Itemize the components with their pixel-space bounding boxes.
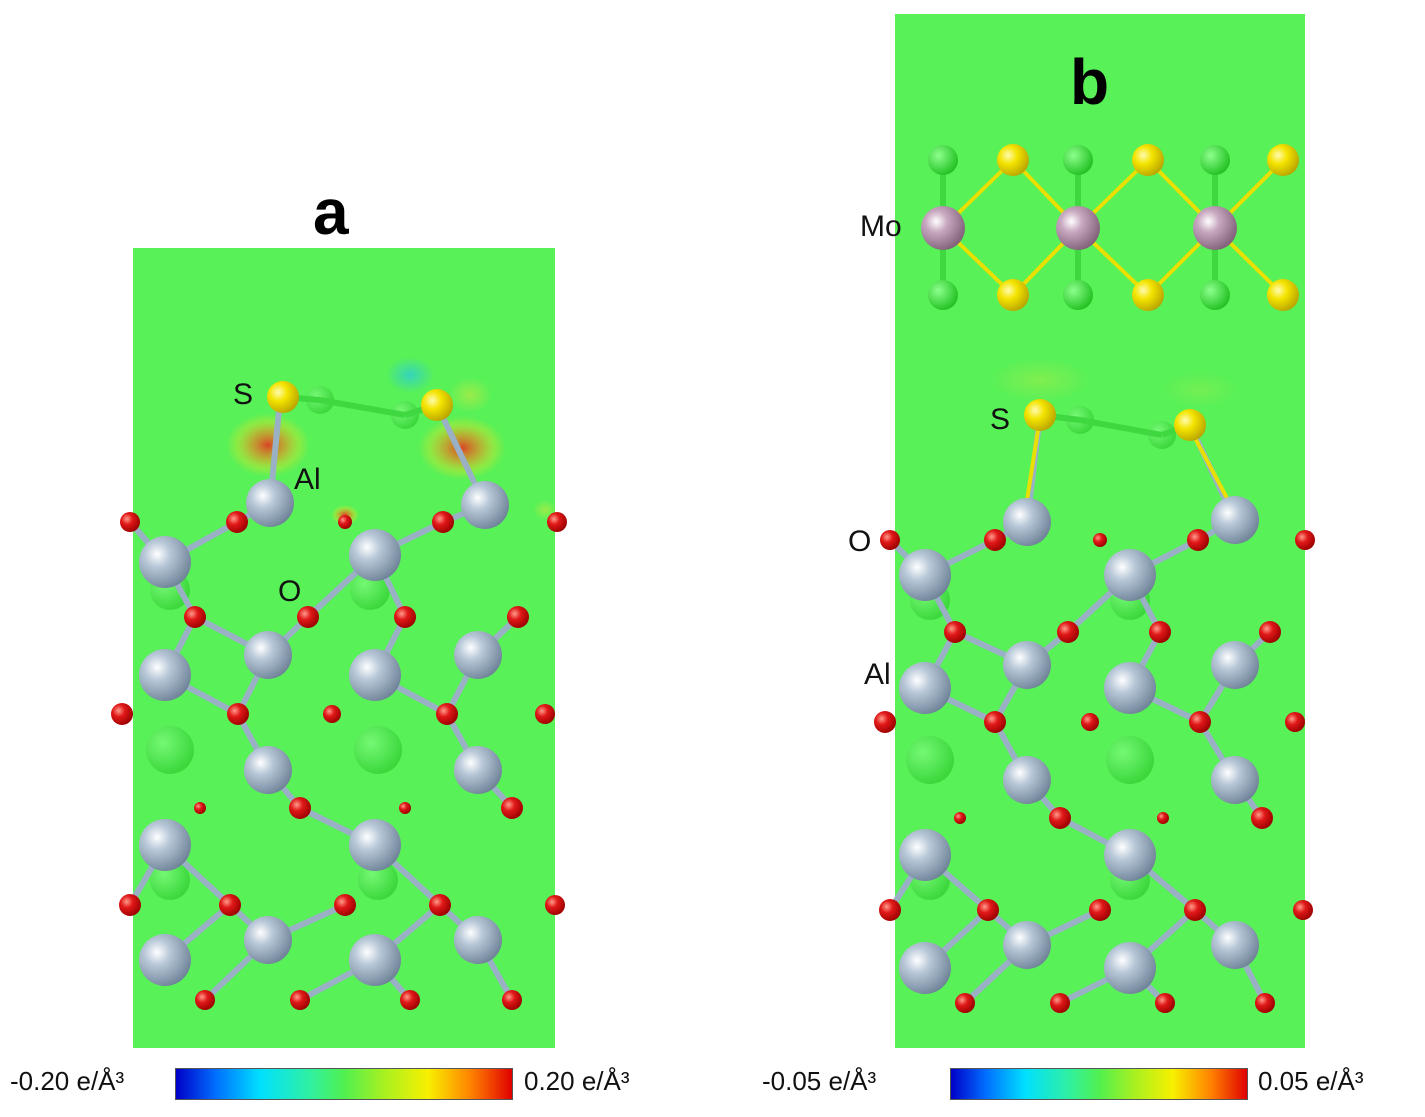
- panel-a-colorbar: [175, 1068, 513, 1100]
- panel-b-oxygen-label: O: [848, 525, 872, 558]
- panel-a-colorbar-min-label: -0.20 e/Å³: [10, 1066, 125, 1096]
- panel-b-letter: b: [1070, 46, 1110, 118]
- panel-b-colorbar-max-label: 0.05 e/Å³: [1258, 1066, 1364, 1096]
- panel-b-sulfur-label: S: [990, 403, 1011, 436]
- panel-b-mos2-layer: [921, 144, 1299, 311]
- panel-b-structure: [874, 399, 1315, 1013]
- panel-a-oxygen-label: O: [278, 575, 302, 608]
- panel-b-colorbar-min-label: -0.05 e/Å³: [762, 1066, 877, 1096]
- panel-b-aluminum-label: Al: [864, 658, 891, 691]
- panel-a-letter: a: [313, 176, 349, 248]
- panel-b-molybdenum-label: Mo: [860, 210, 902, 243]
- panel-a-density-lobes: [226, 357, 557, 525]
- panel-b-density-lobes: [990, 358, 1240, 408]
- panel-a-sulfur-label: S: [233, 378, 254, 411]
- panel-a-aluminum-label: Al: [294, 463, 321, 496]
- panel-a-colorbar-max-label: 0.20 e/Å³: [524, 1066, 630, 1096]
- panel-a-structure: [111, 381, 567, 1010]
- panel-b-colorbar: [950, 1068, 1248, 1100]
